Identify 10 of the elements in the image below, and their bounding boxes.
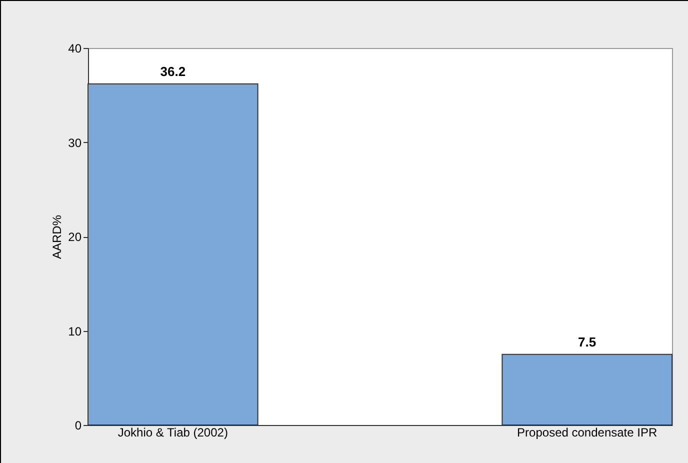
data-label: 7.5	[578, 334, 596, 350]
y-tick-label: 40	[68, 42, 82, 56]
y-tick-label: 30	[68, 136, 82, 150]
y-tick-label: 20	[68, 230, 82, 244]
x-tick-label: Jokhio & Tiab (2002)	[118, 426, 228, 440]
y-axis-title: AARD%	[50, 214, 64, 260]
y-tick-label: 10	[68, 324, 82, 338]
x-tick-label: Proposed condensate IPR	[517, 426, 658, 440]
y-tick-label: 0	[74, 418, 82, 432]
data-label: 36.2	[160, 64, 186, 79]
